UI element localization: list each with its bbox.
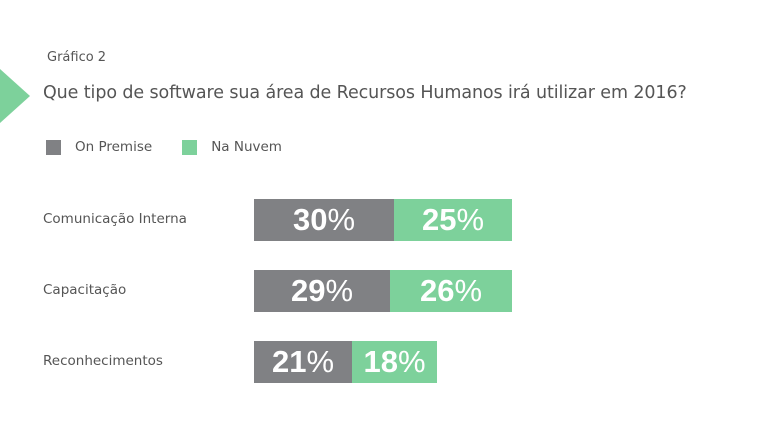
legend-swatch-na-nuvem	[182, 139, 198, 155]
stacked-bar: 21% 18%	[254, 341, 437, 383]
category-label: Comunicação Interna	[43, 211, 187, 227]
legend-swatch-on-premise	[46, 139, 61, 155]
percent-sign: %	[456, 202, 485, 237]
bar-segment-na-nuvem: 25%	[394, 199, 512, 241]
decorative-arrow-icon	[0, 69, 30, 123]
percent-sign: %	[397, 344, 426, 379]
stacked-bar: 29% 26%	[254, 270, 512, 312]
chart-title: Que tipo de software sua área de Recurso…	[43, 83, 687, 103]
bar-segment-on-premise: 29%	[254, 270, 390, 312]
stacked-bar: 30% 25%	[254, 199, 512, 241]
chart-subtitle: Gráfico 2	[47, 50, 107, 65]
bar-row: Reconhecimentos 21% 18%	[0, 341, 770, 383]
legend-item-na-nuvem: Na Nuvem	[182, 139, 282, 155]
chart-legend: On Premise Na Nuvem	[46, 139, 312, 155]
percent-sign: %	[325, 273, 354, 308]
percent-sign: %	[327, 202, 356, 237]
bar-segment-na-nuvem: 18%	[352, 341, 437, 383]
bar-segment-on-premise: 30%	[254, 199, 394, 241]
legend-label: Na Nuvem	[211, 139, 282, 155]
bar-segment-na-nuvem: 26%	[390, 270, 512, 312]
value-label: 30	[292, 202, 328, 237]
legend-item-on-premise: On Premise	[46, 139, 152, 155]
category-label: Reconhecimentos	[43, 353, 163, 369]
category-label: Capacitação	[43, 282, 127, 298]
value-label: 29	[290, 273, 326, 308]
percent-sign: %	[454, 273, 483, 308]
value-label: 25	[421, 202, 457, 237]
bar-segment-on-premise: 21%	[254, 341, 352, 383]
value-label: 21	[271, 344, 307, 379]
bar-row: Comunicação Interna 30% 25%	[0, 199, 770, 241]
value-label: 26	[419, 273, 455, 308]
percent-sign: %	[306, 344, 335, 379]
legend-label: On Premise	[75, 139, 153, 155]
value-label: 18	[363, 344, 398, 379]
bar-row: Capacitação 29% 26%	[0, 270, 770, 312]
